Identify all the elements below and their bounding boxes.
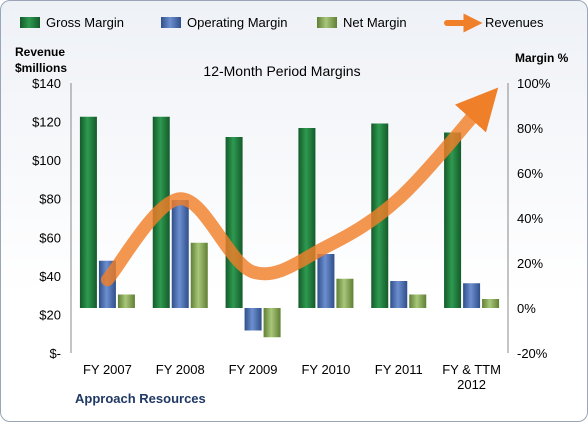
x-tick-label: FY 2007 bbox=[83, 362, 132, 377]
right-tick-label: 20% bbox=[517, 256, 543, 271]
revenues-series-line bbox=[100, 87, 499, 287]
right-tick-label: 80% bbox=[517, 121, 543, 136]
right-axis-title: Margin % bbox=[515, 51, 569, 65]
x-tick-label: FY 2009 bbox=[229, 362, 278, 377]
left-tick-label: $40 bbox=[39, 269, 61, 284]
operating-margin-bar bbox=[390, 281, 408, 308]
x-axis-ticks: FY 2007 FY 2008 FY 2009 FY 2010 FY 2011 FY & … bbox=[83, 362, 501, 392]
legend-label-operating-margin: Operating Margin bbox=[187, 15, 287, 30]
operating-margin-bar bbox=[171, 200, 189, 308]
left-tick-label: $100 bbox=[32, 153, 61, 168]
legend: Gross Margin Operating Margin Net Margin… bbox=[20, 13, 544, 33]
net-margin-bar bbox=[117, 294, 135, 308]
net-margin-bar bbox=[190, 242, 208, 308]
net-margin-bar bbox=[409, 294, 427, 308]
left-tick-label: $20 bbox=[39, 307, 61, 322]
right-tick-label: 0% bbox=[517, 301, 536, 316]
legend-label-revenues: Revenues bbox=[485, 15, 544, 30]
legend-swatch-operating-margin bbox=[161, 17, 181, 28]
operating-margin-bar bbox=[463, 283, 481, 308]
right-tick-label: 40% bbox=[517, 211, 543, 226]
right-tick-label: -20% bbox=[517, 346, 548, 361]
right-axis-ticks: -20% 0% 20% 40% 60% 80% 100% bbox=[517, 76, 551, 361]
x-tick-label: 2012 bbox=[457, 377, 486, 392]
company-name: Approach Resources bbox=[75, 391, 206, 406]
legend-label-net-margin: Net Margin bbox=[343, 15, 407, 30]
left-tick-label: $140 bbox=[32, 76, 61, 91]
x-tick-label: FY 2011 bbox=[375, 362, 423, 377]
x-tick-label: FY & TTM bbox=[442, 362, 501, 377]
gross-margin-bar bbox=[225, 137, 243, 308]
left-tick-label: $80 bbox=[39, 192, 61, 207]
revenues-line bbox=[100, 87, 499, 287]
gross-margin-bar bbox=[444, 132, 462, 308]
chart-title: 12-Month Period Margins bbox=[203, 63, 360, 79]
net-margin-bar bbox=[263, 308, 281, 338]
net-margin-bar bbox=[482, 299, 500, 308]
left-axis-ticks: $- $20 $40 $60 $80 $100 $120 $140 bbox=[32, 76, 61, 361]
left-tick-label: $- bbox=[49, 346, 61, 361]
operating-margin-bar bbox=[244, 308, 262, 331]
left-tick-label: $120 bbox=[32, 115, 61, 130]
operating-margin-bar bbox=[317, 254, 335, 308]
legend-swatch-gross-margin bbox=[20, 17, 40, 28]
right-tick-label: 100% bbox=[517, 76, 551, 91]
left-tick-label: $60 bbox=[39, 230, 61, 245]
x-tick-label: FY 2008 bbox=[156, 362, 205, 377]
gross-margin-bar bbox=[298, 128, 316, 308]
legend-swatch-net-margin bbox=[317, 17, 337, 28]
left-axis-title-line-1: Revenue bbox=[15, 45, 65, 59]
net-margin-bar bbox=[336, 278, 354, 308]
x-tick-label: FY 2010 bbox=[301, 362, 350, 377]
left-axis-title-line-2: $millions bbox=[15, 61, 67, 75]
legend-label-gross-margin: Gross Margin bbox=[46, 15, 124, 30]
right-tick-label: 60% bbox=[517, 166, 543, 181]
gross-margin-bar bbox=[79, 116, 97, 308]
